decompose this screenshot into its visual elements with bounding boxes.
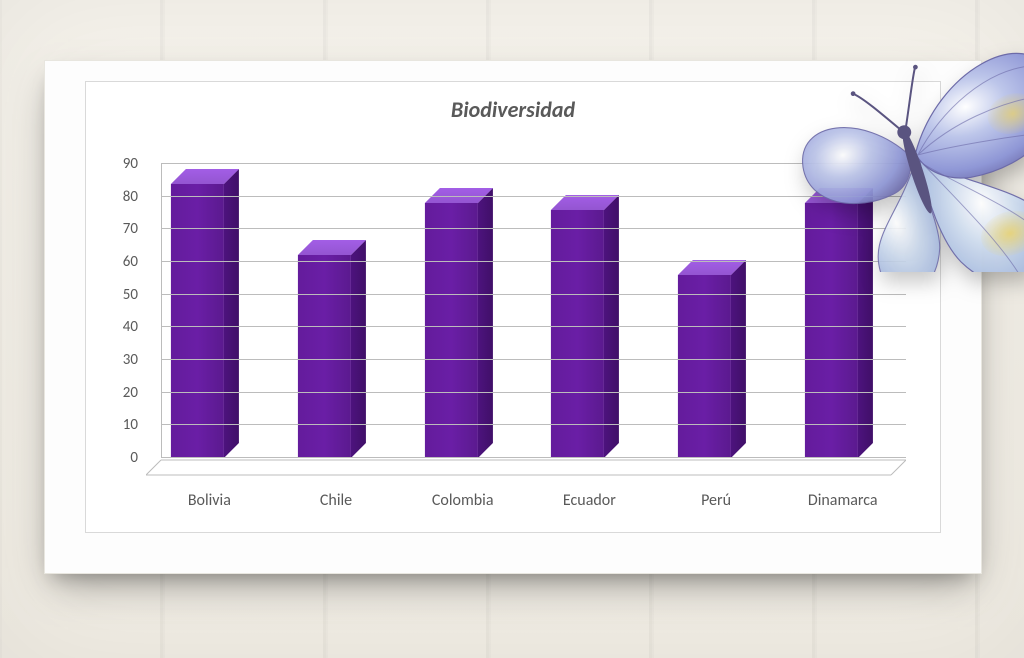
bar-front [425,203,478,458]
x-axis-labels: BoliviaChileColombiaEcuadorPerúDinamarca [146,491,906,510]
y-tick-label: 10 [123,416,146,434]
y-tick-label: 60 [123,253,146,271]
y-tick-label: 70 [123,220,146,238]
y-tick-label: 50 [123,286,146,304]
gridline [161,457,906,458]
bar-front [171,184,224,458]
back-wall-edge [161,164,162,458]
gridline [161,326,906,327]
bar-side [224,169,239,458]
bar-front [551,210,604,458]
y-tick-label: 40 [123,318,146,336]
bar-slot [399,164,526,458]
bar-front [298,255,351,458]
x-tick-label: Perú [653,491,780,510]
bar-front [678,275,731,458]
bar [171,169,239,458]
x-tick-label: Bolivia [146,491,273,510]
bar-slot [146,164,273,458]
gridline [161,294,906,295]
y-tick-label: 90 [123,155,146,173]
bar-slot [653,164,780,458]
butterfly-icon [792,34,1024,272]
y-tick-label: 30 [123,351,146,369]
plot-floor [146,459,906,476]
x-tick-label: Dinamarca [779,491,906,510]
butterfly-svg [792,34,1024,272]
gridline [161,359,906,360]
gridline [161,424,906,425]
x-tick-label: Chile [273,491,400,510]
x-tick-label: Ecuador [526,491,653,510]
y-tick-label: 20 [123,384,146,402]
gridline [161,392,906,393]
bar-slot [526,164,653,458]
y-tick-label: 0 [130,449,146,467]
bar-slot [273,164,400,458]
x-tick-label: Colombia [399,491,526,510]
y-tick-label: 80 [123,188,146,206]
